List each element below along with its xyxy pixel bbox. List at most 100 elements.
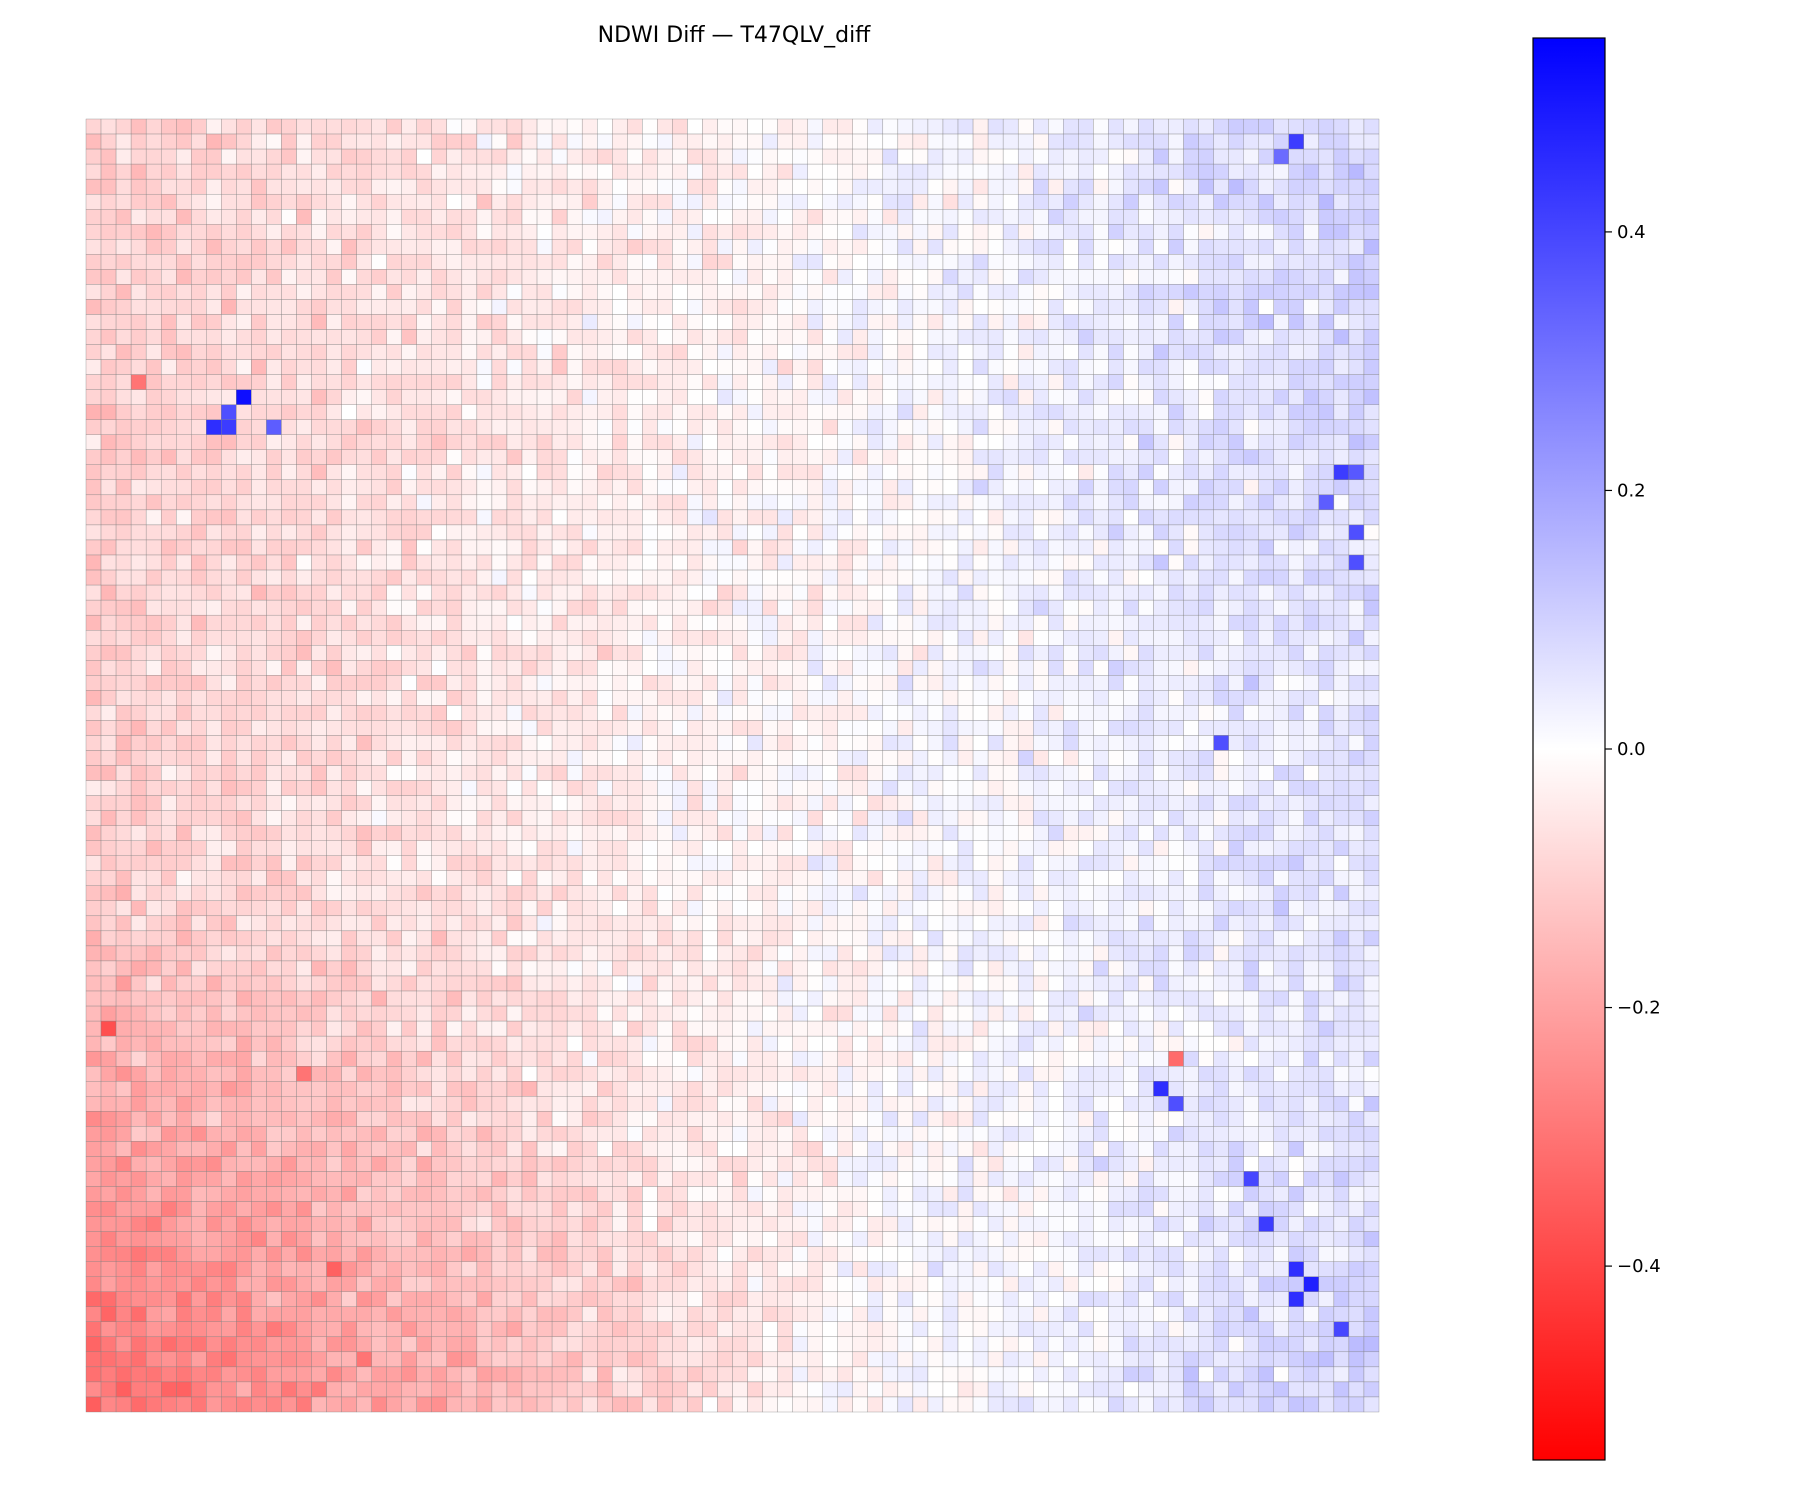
heatmap-cell <box>1138 960 1154 977</box>
heatmap-cell <box>296 705 312 721</box>
heatmap-cell <box>85 614 102 631</box>
heatmap-cell <box>100 163 117 180</box>
heatmap-cell <box>1303 284 1320 300</box>
heatmap-cell <box>266 870 282 886</box>
heatmap-cell <box>1258 614 1274 631</box>
heatmap-cell <box>837 254 853 270</box>
heatmap-cell <box>521 960 538 977</box>
heatmap-cell <box>762 960 778 977</box>
heatmap-cell <box>1258 900 1274 917</box>
heatmap-cell <box>1138 118 1154 135</box>
heatmap-cell <box>792 524 808 541</box>
heatmap-cell <box>145 765 162 781</box>
heatmap-cell <box>957 690 974 706</box>
heatmap-cell <box>612 133 628 150</box>
heatmap-cell <box>551 795 568 811</box>
heatmap-cell <box>1017 254 1034 270</box>
heatmap-cell <box>536 660 553 676</box>
heatmap-cell <box>1258 284 1274 300</box>
heatmap-cell <box>777 584 793 601</box>
heatmap-cell <box>341 915 357 932</box>
heatmap-cell <box>717 614 733 631</box>
heatmap-cell <box>1348 269 1365 285</box>
heatmap-cell <box>867 419 884 435</box>
heatmap-cell <box>85 735 102 751</box>
heatmap-cell <box>1183 930 1199 947</box>
heatmap-cell <box>1183 539 1199 556</box>
heatmap-cell <box>747 284 763 300</box>
heatmap-cell <box>266 389 282 405</box>
heatmap-cell <box>296 554 312 571</box>
heatmap-cell <box>491 284 508 300</box>
heatmap-cell <box>1017 660 1034 676</box>
heatmap-cell <box>416 915 432 932</box>
heatmap-cell <box>566 599 583 616</box>
heatmap-cell <box>1033 720 1049 736</box>
heatmap-cell <box>927 209 944 225</box>
heatmap-cell <box>732 193 748 210</box>
heatmap-cell <box>852 224 868 240</box>
heatmap-cell <box>356 299 372 315</box>
heatmap-cell <box>311 163 327 180</box>
heatmap-cell <box>266 118 282 135</box>
heatmap-cell <box>627 930 643 947</box>
heatmap-cell <box>657 930 673 947</box>
heatmap-cell <box>461 630 478 646</box>
heatmap-cell <box>1183 314 1199 330</box>
heatmap-cell <box>145 193 162 210</box>
heatmap-cell <box>176 554 192 571</box>
heatmap-cell <box>627 299 643 315</box>
heatmap-cell <box>1348 750 1365 766</box>
heatmap-cell <box>251 419 267 435</box>
heatmap-cell <box>160 870 177 886</box>
heatmap-cell <box>1093 344 1109 360</box>
heatmap-cell <box>942 960 959 977</box>
heatmap-cell <box>386 960 402 977</box>
heatmap-cell <box>612 419 628 435</box>
heatmap-cell <box>446 765 463 781</box>
heatmap-cell <box>657 539 673 556</box>
heatmap-cell <box>521 915 538 932</box>
heatmap-cell <box>1093 945 1109 962</box>
heatmap-cell <box>1183 329 1199 345</box>
heatmap-cell <box>566 449 583 465</box>
heatmap-cell <box>536 269 553 285</box>
heatmap-cell <box>942 795 959 811</box>
heatmap-cell <box>1258 419 1274 435</box>
heatmap-cell <box>1198 344 1214 360</box>
heatmap-cell <box>476 840 493 856</box>
heatmap-cell <box>311 434 327 450</box>
heatmap-cell <box>551 163 568 180</box>
heatmap-cell <box>972 449 989 465</box>
heatmap-cell <box>642 329 658 345</box>
heatmap-cell <box>1363 825 1380 841</box>
heatmap-cell <box>145 209 162 225</box>
heatmap-cell <box>326 524 342 541</box>
heatmap-cell <box>176 720 192 736</box>
heatmap-cell <box>642 524 658 541</box>
heatmap-cell <box>942 209 959 225</box>
heatmap-cell <box>912 404 929 420</box>
heatmap-cell <box>1363 434 1380 450</box>
heatmap-cell <box>837 614 853 631</box>
heatmap-cell <box>491 614 508 631</box>
heatmap-cell <box>1213 675 1229 691</box>
heatmap-cell <box>957 178 974 195</box>
heatmap-cell <box>657 224 673 240</box>
heatmap-cell <box>160 359 177 375</box>
heatmap-cell <box>1093 795 1109 811</box>
heatmap-cell <box>942 193 959 210</box>
heatmap-cell <box>957 449 974 465</box>
heatmap-cell <box>1288 855 1304 871</box>
heatmap-cell <box>972 224 989 240</box>
heatmap-cell <box>221 870 237 886</box>
heatmap-cell <box>672 254 688 270</box>
heatmap-cell <box>446 915 463 932</box>
heatmap-cell <box>266 359 282 375</box>
heatmap-cell <box>446 840 463 856</box>
heatmap-cell <box>100 870 117 886</box>
heatmap-cell <box>1002 960 1019 977</box>
heatmap-cell <box>1258 735 1274 751</box>
heatmap-cell <box>1198 915 1214 932</box>
heatmap-cell <box>627 795 643 811</box>
